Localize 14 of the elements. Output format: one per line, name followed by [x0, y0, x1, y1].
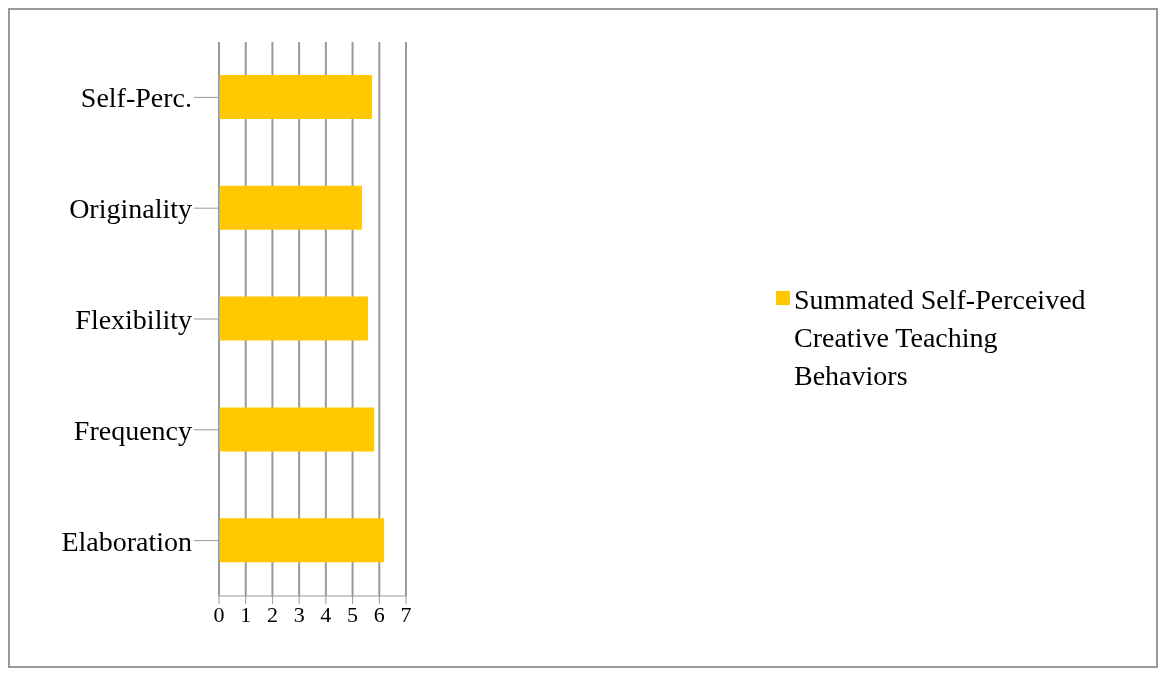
- y-tick-label: Originality: [69, 193, 192, 225]
- legend-label: Summated Self-Perceived Creative Teaching Behaviors: [794, 283, 1087, 393]
- x-tick-label: 6: [373, 601, 385, 627]
- x-tick-label: 3: [293, 601, 305, 627]
- x-tick-label: 0: [213, 601, 225, 627]
- y-tick-label: Flexibility: [75, 303, 192, 335]
- x-tick-label: 5: [347, 601, 359, 627]
- x-tick-label: 2: [266, 601, 278, 627]
- x-tick-label: 1: [240, 601, 252, 627]
- x-tick-label: 4: [320, 601, 332, 627]
- y-tick-label: Elaboration: [61, 525, 192, 557]
- y-tick-label: Frequency: [73, 414, 192, 446]
- x-tick-label: 7: [400, 601, 412, 627]
- y-tick-label: Self-Perc.: [80, 82, 192, 114]
